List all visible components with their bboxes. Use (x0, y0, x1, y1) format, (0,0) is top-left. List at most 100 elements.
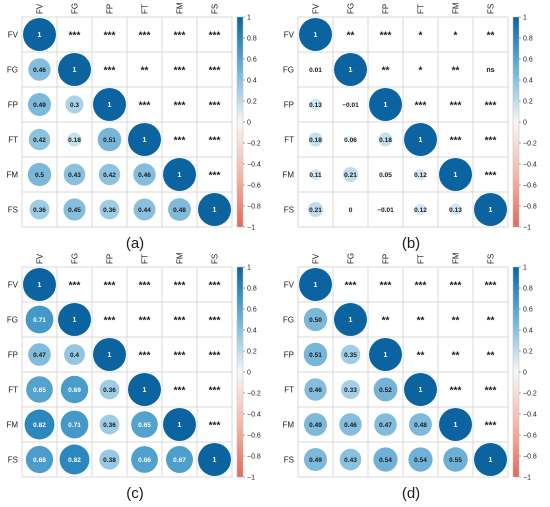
correlation-circle (373, 377, 398, 402)
correlation-circle (303, 412, 328, 437)
colorbar-tick-label: −0.8 (247, 204, 261, 211)
correlation-value: 0.21 (344, 172, 357, 179)
row-label: FP (284, 101, 294, 110)
significance-mark: *** (139, 351, 151, 362)
row-label: FG (7, 316, 18, 325)
significance-mark: *** (104, 316, 116, 327)
correlation-circle (340, 344, 361, 365)
column-label: FV (312, 3, 321, 14)
significance-mark: *** (69, 281, 81, 292)
row-label: FS (284, 206, 294, 215)
correlation-circle (369, 88, 402, 121)
correlation-value: 0.18 (379, 137, 392, 144)
correlation-value: 0.45 (68, 207, 81, 214)
correlation-circle (313, 67, 318, 72)
correlation-circle (93, 338, 126, 371)
correlation-circle (58, 303, 91, 336)
correlation-circle (133, 198, 156, 221)
correlation-circle (341, 380, 360, 399)
correlation-value: 0.21 (309, 207, 322, 214)
significance-mark: *** (174, 101, 186, 112)
correlation-circle (131, 411, 158, 438)
correlation-circle (299, 18, 332, 51)
column-label: FT (141, 254, 150, 264)
column-label: FG (347, 3, 356, 14)
correlation-value: 0.42 (33, 137, 46, 144)
correlation-value: 0.49 (309, 422, 322, 429)
correlation-circle (303, 342, 328, 367)
correlation-circle (163, 158, 196, 191)
row-label: FP (8, 351, 18, 360)
colorbar (236, 266, 244, 478)
row-label: FS (8, 206, 18, 215)
column-label: FV (36, 3, 45, 14)
colorbar-tick-label: −0.4 (247, 162, 261, 169)
correlation-circle (342, 166, 359, 183)
correlation-value: 0.49 (309, 457, 322, 464)
correlation-circle (27, 162, 52, 187)
correlation-value: 0.65 (33, 387, 46, 394)
colorbar-tick-label: 0.6 (247, 57, 257, 64)
row-label: FV (8, 281, 19, 290)
correlation-circle (29, 199, 50, 220)
row-label: FT (284, 136, 294, 145)
correlation-value: 1 (143, 387, 147, 394)
row-label: FT (284, 386, 294, 395)
significance-mark: ** (452, 66, 460, 77)
colorbar-tick-label: 0 (523, 370, 527, 377)
correlation-value: 0.46 (138, 172, 151, 179)
correlation-circle (409, 413, 432, 436)
correlation-circle (198, 443, 231, 476)
significance-mark: *** (174, 66, 186, 77)
significance-mark: *** (485, 281, 497, 292)
significance-mark: ** (417, 351, 425, 362)
correlation-value: 0.36 (103, 207, 116, 214)
colorbar-tick-label: −0.6 (523, 183, 537, 190)
correlation-circle (28, 58, 51, 81)
significance-mark: *** (174, 281, 186, 292)
correlation-circle (165, 445, 194, 474)
correlation-circle (23, 268, 56, 301)
correlation-value: 1 (108, 352, 112, 359)
row-label: FT (8, 386, 18, 395)
significance-mark: *** (415, 101, 427, 112)
significance-mark: ** (487, 316, 495, 327)
correlation-circle (309, 98, 322, 111)
correlation-value: 0.52 (379, 387, 392, 394)
correlation-circle (383, 207, 388, 212)
correlation-value: 0.35 (344, 352, 357, 359)
correlation-value: 1 (489, 207, 493, 214)
correlation-circle (60, 375, 89, 404)
correlation-value: 1 (73, 67, 77, 74)
correlation-value: 0.36 (103, 422, 116, 429)
row-label: FV (284, 31, 295, 40)
correlation-circle (98, 163, 121, 186)
correlation-circle (346, 135, 355, 144)
column-label: FM (176, 2, 185, 14)
colorbar-tick-label: 1 (523, 15, 527, 22)
correlation-value: 0.42 (103, 172, 116, 179)
panel-2: FV FV FG FG FP FP FT FT FM FM FS FS 1 *** *** *** *** ***… (6, 252, 260, 502)
colorbar (512, 266, 520, 478)
correlation-value: 0.36 (33, 207, 46, 214)
colorbar-tick-label: −0.6 (523, 433, 537, 440)
correlation-circle (348, 102, 353, 107)
correlation-value: 0.49 (33, 102, 46, 109)
significance-mark: *** (209, 351, 221, 362)
correlation-value: 1 (178, 422, 182, 429)
correlation-circle (449, 203, 462, 216)
column-label: FT (141, 4, 150, 14)
correlation-value: 0.69 (68, 387, 81, 394)
correlation-circle (474, 193, 507, 226)
colorbar-tick-label: −0.2 (523, 391, 537, 398)
significance-mark: *** (139, 281, 151, 292)
correlation-circle (304, 378, 327, 401)
correlation-value: 0.48 (414, 422, 427, 429)
significance-mark: *** (174, 31, 186, 42)
significance-mark: ns (486, 67, 494, 74)
correlation-value: −0.01 (342, 102, 359, 109)
correlation-circle (334, 303, 367, 336)
colorbar-tick-label: 0.4 (523, 78, 533, 85)
correlation-circle (99, 414, 120, 435)
